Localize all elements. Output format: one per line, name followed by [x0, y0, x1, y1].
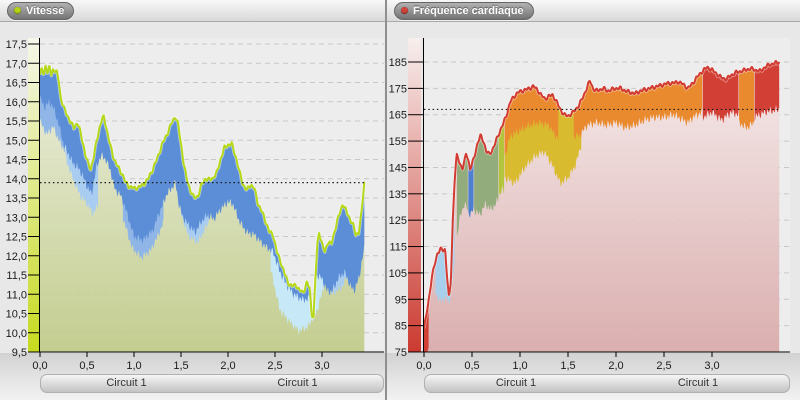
svg-text:2,5: 2,5 [656, 360, 671, 372]
svg-text:95: 95 [395, 294, 407, 306]
svg-text:3,0: 3,0 [704, 360, 719, 372]
svg-text:0,5: 0,5 [79, 360, 94, 372]
svg-text:13,5: 13,5 [6, 193, 27, 205]
zone-band [40, 65, 365, 318]
zone-band [435, 183, 455, 304]
lap-label[interactable]: Circuit 1 [495, 377, 537, 389]
svg-text:1,5: 1,5 [560, 360, 575, 372]
series-line [39, 64, 366, 319]
svg-text:14,5: 14,5 [6, 155, 27, 167]
speed-panel-title: Vitesse [26, 4, 65, 17]
speed-chart[interactable]: 17,5 17,0 16,5 16,0 15,5 15,0 14,5 14,0 13,5 13,0… [0, 0, 385, 400]
svg-text:1,0: 1,0 [126, 360, 141, 372]
series-line [423, 59, 781, 329]
svg-text:3,0: 3,0 [314, 360, 329, 372]
heart-rate-chart-svg[interactable]: 185 175 165 155 145 135 125 115 105 95 85 75 0,0 0,5 1… [387, 0, 800, 400]
zone-band [754, 60, 780, 122]
svg-text:15,5: 15,5 [6, 116, 27, 128]
heart-rate-series-dot [401, 7, 408, 14]
svg-text:135: 135 [389, 189, 407, 201]
y-axis-color-strip [28, 38, 39, 352]
speed-legend-pill[interactable]: Vitesse [7, 1, 75, 20]
svg-text:13,0: 13,0 [6, 212, 27, 224]
heart-rate-legend-pill[interactable]: Fréquence cardiaque [394, 1, 534, 20]
svg-text:0,0: 0,0 [416, 360, 431, 372]
svg-text:105: 105 [389, 268, 407, 280]
svg-text:1,5: 1,5 [173, 360, 188, 372]
zone-band [456, 153, 468, 237]
speed-series-dot [14, 7, 21, 14]
panel-divider [385, 0, 387, 400]
heart-rate-panel-title: Fréquence cardiaque [413, 4, 524, 17]
svg-text:145: 145 [389, 162, 407, 174]
svg-text:16,0: 16,0 [6, 97, 27, 109]
lap-label[interactable]: Circuit 1 [106, 377, 147, 389]
svg-text:0,0: 0,0 [32, 360, 47, 372]
lap-label[interactable]: Circuit 1 [277, 377, 318, 389]
y-axis-labels: 17,5 17,0 16,5 16,0 15,5 15,0 14,5 14,0 13,5 13,0… [6, 39, 27, 359]
svg-text:11,0: 11,0 [6, 289, 27, 301]
svg-text:155: 155 [389, 136, 407, 148]
svg-text:1,0: 1,0 [512, 360, 527, 372]
zone-band [468, 158, 474, 218]
svg-text:10,5: 10,5 [6, 309, 27, 321]
svg-text:17,0: 17,0 [6, 58, 27, 70]
heart-rate-lap-bar[interactable]: Circuit 1 Circuit 1 [424, 374, 790, 393]
y-axis-ticks [28, 43, 40, 353]
speed-panel-header: Vitesse [0, 0, 385, 22]
svg-text:12,5: 12,5 [6, 232, 27, 244]
svg-text:14,0: 14,0 [6, 174, 27, 186]
svg-text:175: 175 [389, 83, 407, 95]
svg-text:165: 165 [389, 110, 407, 122]
zone-bands [424, 60, 780, 352]
svg-text:125: 125 [389, 215, 407, 227]
svg-text:9,5: 9,5 [12, 347, 27, 359]
zone-band [739, 66, 755, 131]
heart-rate-panel: Fréquence cardiaque 185 175 165 155 145 135 12… [387, 0, 800, 400]
svg-text:2,0: 2,0 [608, 360, 623, 372]
lap-label[interactable]: Circuit 1 [677, 377, 719, 389]
svg-text:12,0: 12,0 [6, 251, 27, 263]
zone-band [573, 72, 703, 140]
svg-text:11,5: 11,5 [6, 270, 27, 282]
speed-lap-bar[interactable]: Circuit 1 Circuit 1 [40, 374, 384, 393]
x-axis-labels: 0,0 0,5 1,0 1,5 2,0 2,5 3,0 [416, 352, 720, 372]
svg-text:85: 85 [395, 321, 407, 333]
y-axis-ticks [408, 61, 424, 353]
svg-text:75: 75 [395, 347, 407, 359]
zone-band [498, 120, 505, 199]
svg-text:185: 185 [389, 57, 407, 69]
svg-text:16,5: 16,5 [6, 78, 27, 90]
speed-chart-svg[interactable]: 17,5 17,0 16,5 16,0 15,5 15,0 14,5 14,0 13,5 13,0… [0, 0, 385, 400]
svg-text:15,0: 15,0 [6, 135, 27, 147]
svg-text:17,5: 17,5 [6, 39, 27, 51]
svg-text:0,5: 0,5 [464, 360, 479, 372]
y-axis-labels: 185 175 165 155 145 135 125 115 105 95 85 75 [389, 57, 407, 359]
svg-text:115: 115 [389, 242, 407, 254]
zone-band [504, 85, 559, 158]
svg-text:10,0: 10,0 [6, 328, 27, 340]
y-axis-color-strip [408, 38, 421, 352]
heart-rate-chart[interactable]: 185 175 165 155 145 135 125 115 105 95 85 75 0,0 0,5 1… [387, 0, 800, 400]
x-axis-labels: 0,0 0,5 1,0 1,5 2,0 2,5 3,0 [32, 352, 330, 372]
svg-text:2,0: 2,0 [220, 360, 235, 372]
heart-rate-panel-header: Fréquence cardiaque [387, 0, 800, 22]
svg-text:2,5: 2,5 [267, 360, 282, 372]
speed-panel: Vitesse 17,5 17,0 16,5 16,0 15,5 15,0 14,5 14,0… [0, 0, 385, 400]
